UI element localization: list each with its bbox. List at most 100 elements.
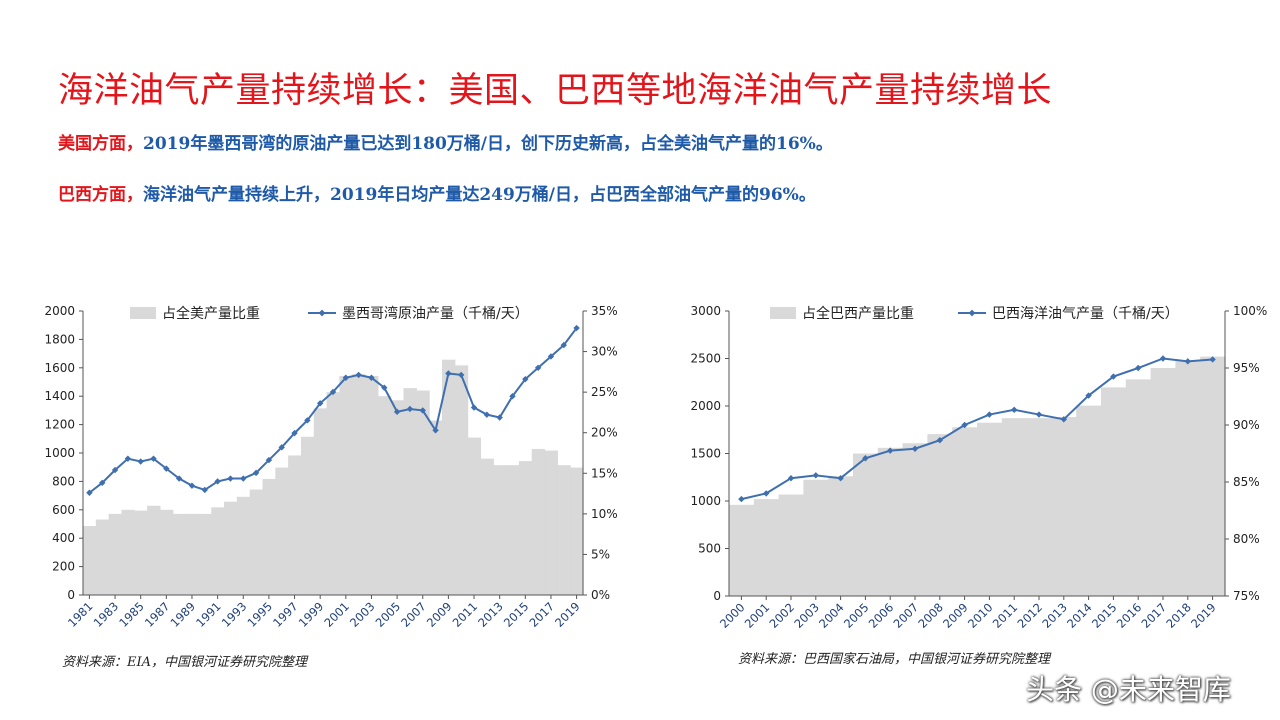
br-x-tick-label: 2002 xyxy=(767,600,798,631)
br-legend-line-marker xyxy=(968,309,976,317)
br-line-point xyxy=(1184,358,1191,365)
br-line-point xyxy=(738,495,745,503)
br-x-tick-label: 2006 xyxy=(866,600,897,631)
us-area-column xyxy=(544,450,558,595)
us-x-tick-label: 1985 xyxy=(116,599,147,630)
br-x-tick-label: 2014 xyxy=(1064,600,1095,631)
br-right-tick-label: 90% xyxy=(1233,418,1260,432)
us-right-tick-label: 35% xyxy=(591,304,618,318)
br-area-column xyxy=(828,476,854,596)
br-area-column xyxy=(1076,405,1102,596)
us-area-column xyxy=(339,375,353,595)
us-legend-line-marker xyxy=(318,309,326,317)
br-left-tick-label: 2000 xyxy=(690,399,721,413)
br-x-tick-label: 2009 xyxy=(940,600,971,631)
us-line-point xyxy=(547,353,555,360)
br-x-tick-label: 2011 xyxy=(990,600,1021,631)
us-legend-area-swatch xyxy=(130,307,156,319)
page-title: 海洋油气产量持续增长：美国、巴西等地海洋油气产量持续增长 xyxy=(58,71,1053,111)
us-x-tick-label: 2011 xyxy=(450,599,481,630)
us-line-point xyxy=(99,479,106,487)
br-area-column xyxy=(803,479,829,596)
br-line-point xyxy=(1085,392,1092,399)
us-line-point xyxy=(470,404,478,411)
br-x-tick-label: 2016 xyxy=(1114,600,1145,631)
us-area-column xyxy=(480,458,494,595)
us-right-tick-label: 30% xyxy=(591,345,618,359)
br-area-column xyxy=(902,443,928,596)
bullet-body: 海洋油气产量持续上升，2019年日均产量达249万桶/日，占巴西全部油气产量的9… xyxy=(143,185,816,205)
chart-gulf-of-mexico: 0 200 400 600 800 1000 1200 1400 1600 1800 2000 0% 5… xyxy=(44,304,618,630)
us-x-tick-label: 2015 xyxy=(501,599,532,630)
us-area-column xyxy=(518,461,533,595)
br-line-point xyxy=(837,475,844,482)
us-left-tick-label: 600 xyxy=(52,503,75,517)
us-left-tick-label: 2000 xyxy=(44,304,75,318)
us-area-column xyxy=(390,400,405,595)
us-x-tick-label: 1989 xyxy=(167,599,198,630)
br-area-column xyxy=(1150,368,1176,596)
chart-brazil-offshore: 0 500 1000 1500 2000 2500 3000 75% 80% 85% 90% 95% 1… xyxy=(690,304,1267,631)
br-left-tick-label: 1000 xyxy=(690,494,721,508)
us-area-column xyxy=(416,390,430,595)
us-area-column xyxy=(211,507,225,595)
br-area-column xyxy=(729,504,755,596)
us-area-column xyxy=(441,359,456,595)
us-area-column xyxy=(172,513,187,595)
bullet-lead: 美国方面， xyxy=(58,134,143,154)
us-legend-area-label: 占全美产量比重 xyxy=(162,305,260,322)
us-line-point xyxy=(111,466,119,474)
br-left-tick-label: 0 xyxy=(713,589,721,603)
us-line-point xyxy=(137,458,144,465)
us-area-column xyxy=(531,448,546,595)
us-x-tick-label: 1995 xyxy=(244,599,275,630)
us-left-tick-label: 400 xyxy=(52,531,75,545)
us-area-column xyxy=(224,501,238,595)
us-line-point xyxy=(329,388,337,396)
us-line-point xyxy=(483,411,491,418)
bullet-body: 2019年墨西哥湾的原油产量已达到180万桶/日，创下历史新高，占全美油气产量的… xyxy=(143,134,833,154)
br-x-tick-label: 2005 xyxy=(841,600,872,631)
us-area-column xyxy=(313,408,328,595)
us-area-column xyxy=(121,509,135,595)
us-line-point xyxy=(175,475,183,482)
br-area-column xyxy=(952,427,978,596)
br-right-tick-label: 80% xyxy=(1233,532,1260,546)
br-right-tick-label: 95% xyxy=(1233,361,1260,375)
us-line-point xyxy=(573,324,580,332)
us-area-column xyxy=(262,478,276,595)
us-line-point xyxy=(316,400,324,407)
br-line-point xyxy=(1110,373,1117,380)
br-area-column xyxy=(1001,418,1028,596)
us-x-tick-label: 2013 xyxy=(475,599,506,630)
us-x-tick-label: 1997 xyxy=(270,599,301,630)
us-right-tick-label: 10% xyxy=(591,507,618,521)
br-line-point xyxy=(961,421,968,429)
us-line-point xyxy=(265,456,273,464)
us-line-point xyxy=(445,370,452,377)
br-area-column xyxy=(1125,379,1152,596)
us-line-point xyxy=(163,465,170,472)
br-left-tick-label: 2500 xyxy=(690,352,721,366)
us-area-column xyxy=(403,388,417,595)
us-area-column xyxy=(467,437,482,595)
br-x-tick-label: 2015 xyxy=(1089,600,1120,631)
br-area-series xyxy=(729,356,1226,596)
us-x-tick-label: 2017 xyxy=(526,599,557,630)
br-line-point xyxy=(986,411,993,418)
br-x-tick-label: 2000 xyxy=(717,600,748,631)
us-x-tick-label: 1983 xyxy=(91,599,122,630)
us-right-tick-label: 5% xyxy=(591,547,610,561)
br-line-point xyxy=(1011,406,1018,413)
us-left-tick-label: 1000 xyxy=(44,446,75,460)
bullet-usa: 美国方面，2019年墨西哥湾的原油产量已达到180万桶/日，创下历史新高，占全美… xyxy=(58,129,833,154)
source-note-us: 资料来源：EIA，中国银河证券研究院整理 xyxy=(62,655,308,670)
us-right-tick-label: 25% xyxy=(591,385,618,399)
us-x-tick-label: 1999 xyxy=(296,599,327,630)
us-line-point xyxy=(534,364,542,371)
br-line-point xyxy=(1159,355,1167,362)
bullet-lead: 巴西方面， xyxy=(58,185,143,205)
us-left-tick-label: 800 xyxy=(52,474,75,488)
us-right-tick-label: 20% xyxy=(591,426,618,440)
us-area-column xyxy=(506,465,520,595)
